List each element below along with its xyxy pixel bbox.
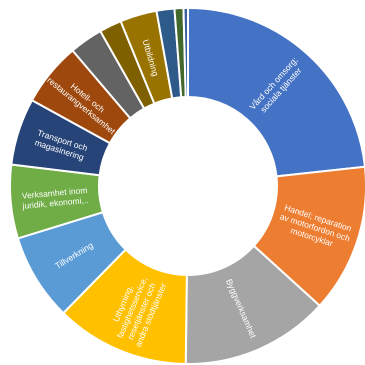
- slice-14-unlabeled: [182, 6, 189, 99]
- slice-1-vard-och-omsorg: [187, 6, 365, 178]
- slices-layer: [9, 6, 365, 365]
